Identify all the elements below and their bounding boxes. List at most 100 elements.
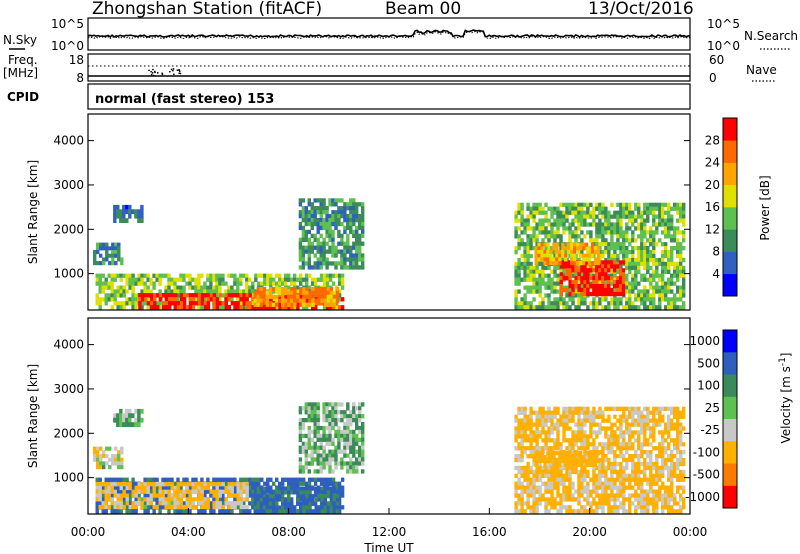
velocity-cell [625, 418, 629, 423]
velocity-cell [601, 457, 605, 463]
power-cell [346, 233, 350, 238]
power-cell [658, 238, 662, 243]
velocity-cell [358, 461, 362, 466]
velocity-cell [120, 457, 124, 462]
power-cell [352, 210, 356, 215]
power-cell [676, 226, 680, 231]
power-cell [179, 301, 184, 306]
velocity-cell [565, 426, 569, 431]
power-cell [631, 285, 635, 290]
power-cell [589, 301, 593, 306]
velocity-cell [553, 442, 557, 447]
velocity-cell [517, 430, 521, 435]
velocity-cell [649, 426, 653, 431]
power-cell [676, 305, 680, 310]
velocity-cell [251, 505, 255, 510]
power-cell [167, 273, 171, 278]
power-cell [559, 242, 563, 247]
velocity-cell [643, 450, 647, 455]
velocity-cell [646, 465, 650, 471]
velocity-cell [565, 410, 569, 415]
velocity-cell [101, 493, 105, 498]
velocity-cell [125, 482, 129, 487]
power-cell [265, 294, 270, 299]
power-cell [532, 210, 536, 215]
velocity-cell [592, 497, 596, 502]
velocity-cell [514, 489, 518, 494]
velocity-cell [340, 414, 344, 419]
velocity-cell [604, 473, 608, 478]
power-cell [580, 273, 584, 278]
power-cell [661, 230, 665, 235]
velocity-cell [550, 497, 554, 502]
velocity-cell [346, 461, 350, 466]
power-cell [278, 301, 282, 306]
velocity-cell [601, 473, 605, 478]
power-cell [550, 301, 554, 306]
power-cell [140, 204, 144, 210]
velocity-cell [529, 406, 533, 411]
velocity-cell [565, 469, 569, 475]
power-cell [580, 301, 584, 306]
power-cell [209, 273, 213, 278]
velocity-cell [137, 482, 141, 487]
velocity-cell [113, 413, 117, 419]
velocity-cell [104, 497, 108, 502]
velocity-cell [631, 457, 635, 463]
velocity-cell [523, 501, 527, 506]
power-cell [352, 261, 356, 266]
freq-left-tick-top: 18 [69, 53, 84, 67]
power-cell [245, 297, 249, 302]
velocity-cell [227, 504, 231, 510]
velocity-cell [589, 505, 593, 510]
power-cell [590, 246, 595, 251]
power-cell [352, 198, 356, 203]
velocity-cell [571, 438, 575, 443]
velocity-cell [598, 505, 602, 510]
velocity-cell [191, 497, 195, 502]
power-cell [301, 198, 306, 203]
power-cell [275, 273, 279, 278]
velocity-cell [574, 434, 578, 439]
velocity-cell [619, 485, 623, 490]
velocity-cell [604, 426, 608, 431]
power-colorbar-segment [723, 273, 737, 297]
power-cell [296, 301, 300, 306]
velocity-cell [331, 489, 336, 494]
power-cell [95, 301, 99, 306]
power-cell [544, 246, 548, 251]
power-colorbar-label: Power [dB] [758, 175, 772, 240]
power-cell [598, 301, 602, 306]
power-cell [275, 285, 279, 290]
power-cell [307, 221, 311, 227]
power-cell [526, 273, 530, 278]
power-cell [337, 273, 342, 278]
power-cell [655, 230, 659, 235]
power-cell [544, 202, 548, 207]
power-cell [555, 246, 559, 251]
velocity-cell [607, 485, 611, 490]
velocity-cell [152, 504, 156, 510]
power-cell [673, 269, 677, 274]
power-cell [296, 277, 300, 282]
velocity-cell [652, 477, 656, 482]
velocity-cell [583, 446, 587, 451]
velocity-cell [146, 482, 150, 487]
velocity-cell [248, 493, 252, 498]
velocity-cell [637, 410, 641, 415]
velocity-cell [310, 402, 314, 407]
power-cell [589, 238, 593, 243]
power-cell [652, 285, 656, 290]
power-cell [298, 249, 303, 254]
velocity-cell [245, 504, 249, 510]
velocity-cell [352, 469, 356, 474]
velocity-cell [248, 477, 252, 482]
velocity-cell [334, 445, 338, 450]
velocity-cell [634, 422, 638, 427]
power-cell [305, 281, 309, 286]
velocity-cell [547, 454, 551, 459]
velocity-cell [580, 477, 584, 482]
velocity-cell [304, 418, 308, 423]
power-cell [520, 206, 524, 211]
power-cell [628, 261, 632, 267]
